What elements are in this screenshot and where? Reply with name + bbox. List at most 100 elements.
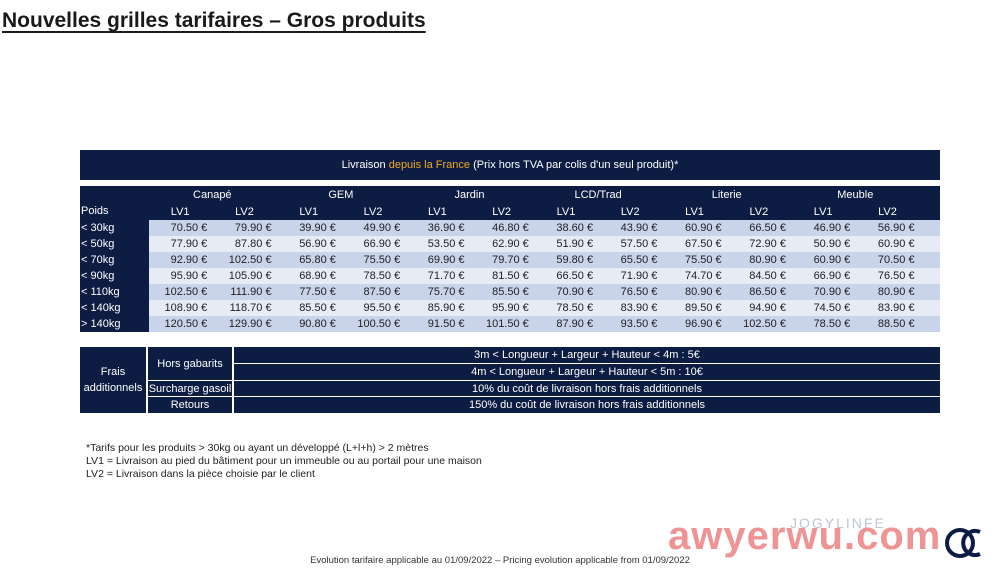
level-header: LV2 <box>363 206 383 218</box>
level-header: LV2 <box>878 206 897 218</box>
price-cell: 85.50 € <box>299 302 336 314</box>
price-cell: 77.90 € <box>170 238 208 250</box>
price-cell: 46.80 € <box>492 222 529 234</box>
price-table: < 30kg 70.50 € 79.90 € 39.90 € 49.90 € 36.90 … <box>80 220 940 332</box>
price-cell: 78.50 € <box>813 318 851 330</box>
price-cell: 74.50 € <box>813 302 851 314</box>
banner-highlight: depuis la France <box>388 159 471 171</box>
table-row: < 140kg 108.90 € 118.70 € 85.50 € 95.50 € 85.… <box>80 300 940 316</box>
price-cell: 66.50 € <box>749 222 786 234</box>
category-header: GEM <box>328 189 354 201</box>
poids-header: Poids <box>81 205 109 217</box>
surcharge-label: Surcharge gasoil <box>148 381 232 396</box>
price-cell: 38.60 € <box>556 222 594 234</box>
poids-cell: < 110kg <box>80 284 149 300</box>
price-cell: 76.50 € <box>877 270 915 282</box>
price-cell: 70.90 € <box>813 286 851 298</box>
price-cell: 65.50 € <box>620 254 658 266</box>
price-cell: 85.90 € <box>427 302 465 314</box>
frais-label-line1: Frais <box>100 366 126 378</box>
price-cell: 83.90 € <box>877 302 915 314</box>
frais-label: Frais additionnels <box>80 347 146 413</box>
category-header: Literie <box>711 189 742 201</box>
level-header: LV1 <box>170 206 190 218</box>
hors-gabarits-label: Hors gabarits <box>148 347 232 380</box>
banner-pre: Livraison <box>341 159 389 171</box>
category-header: Meuble <box>837 189 874 201</box>
poids-cell: < 90kg <box>80 268 149 284</box>
note-2: LV1 = Livraison au pied du bâtiment pour… <box>86 455 482 467</box>
level-header: LV1 <box>556 206 576 218</box>
price-cell: 105.90 € <box>228 270 272 282</box>
level-header: LV1 <box>813 206 833 218</box>
price-cell: 92.90 € <box>170 254 208 266</box>
price-cell: 36.90 € <box>427 222 465 234</box>
table-row: > 140kg 120.50 € 129.90 € 90.80 € 100.50 € 91… <box>80 316 940 332</box>
price-cell: 93.50 € <box>620 318 658 330</box>
brand-logo <box>940 528 994 558</box>
price-cell: 90.80 € <box>299 318 336 330</box>
poids-cell: < 70kg <box>80 252 149 268</box>
surcharge-desc: 10% du coût de livraison hors frais addi… <box>234 381 940 396</box>
price-cell: 86.50 € <box>749 286 786 298</box>
price-cell: 94.90 € <box>749 302 786 314</box>
price-cell: 68.90 € <box>299 270 336 282</box>
banner-post: (Prix hors TVA par colis d'un seul produ… <box>470 159 679 171</box>
price-cell: 59.80 € <box>556 254 594 266</box>
category-header: LCD/Trad <box>574 189 622 201</box>
price-cell: 80.90 € <box>684 286 722 298</box>
price-cell: 95.50 € <box>363 302 401 314</box>
price-cell: 51.90 € <box>556 238 594 250</box>
price-cell: 84.50 € <box>749 270 786 282</box>
price-cell: 43.90 € <box>620 222 658 234</box>
price-cell: 46.90 € <box>813 222 851 234</box>
price-cell: 87.90 € <box>556 318 594 330</box>
level-header: LV2 <box>492 206 512 218</box>
level-header: LV2 <box>749 206 769 218</box>
price-cell: 96.90 € <box>684 318 722 330</box>
table-row: < 30kg 70.50 € 79.90 € 39.90 € 49.90 € 36.90 … <box>80 220 940 236</box>
price-cell: 120.50 € <box>164 318 208 330</box>
price-cell: 79.90 € <box>234 222 272 234</box>
price-cell: 80.90 € <box>877 286 915 298</box>
price-cell: 102.50 € <box>164 286 208 298</box>
price-cell: 49.90 € <box>363 222 401 234</box>
price-cell: 67.50 € <box>684 238 722 250</box>
table-row: < 110kg 102.50 € 111.90 € 77.50 € 87.50 € 75.… <box>80 284 940 300</box>
price-cell: 129.90 € <box>228 318 272 330</box>
retours-label: Retours <box>148 397 232 413</box>
page-title: Nouvelles grilles tarifaires – Gros prod… <box>2 9 426 32</box>
price-cell: 57.50 € <box>620 238 658 250</box>
price-cell: 111.90 € <box>230 286 272 298</box>
price-cell: 66.50 € <box>556 270 594 282</box>
price-cell: 74.70 € <box>684 270 722 282</box>
price-cell: 118.70 € <box>229 302 272 314</box>
price-cell: 60.90 € <box>813 254 851 266</box>
table-row: < 70kg 92.90 € 102.50 € 65.80 € 75.50 € 69.90… <box>80 252 940 268</box>
price-cell: 101.50 € <box>485 318 529 330</box>
table-row: < 90kg 95.90 € 105.90 € 68.90 € 78.50 € 71.70… <box>80 268 940 284</box>
poids-cell: < 50kg <box>80 236 149 252</box>
price-cell: 100.50 € <box>357 318 401 330</box>
price-cell: 85.50 € <box>492 286 529 298</box>
footer: Evolution tarifaire applicable au 01/09/… <box>310 555 690 566</box>
price-cell: 62.90 € <box>492 238 529 250</box>
price-cell: 95.90 € <box>492 302 529 314</box>
table-row: < 50kg 77.90 € 87.80 € 56.90 € 66.90 € 53.50 … <box>80 236 940 252</box>
hors-gabarits-rule-2: 4m < Longueur + Largeur + Hauteur < 5m :… <box>234 364 940 380</box>
poids-cell: < 30kg <box>80 220 149 236</box>
price-cell: 79.70 € <box>492 254 529 266</box>
frais-label-line2: additionnels <box>83 382 143 394</box>
price-cell: 81.50 € <box>492 270 529 282</box>
price-cell: 72.90 € <box>749 238 786 250</box>
price-cell: 78.50 € <box>363 270 401 282</box>
price-cell: 66.90 € <box>813 270 851 282</box>
level-header: LV1 <box>685 206 704 218</box>
level-header: LV2 <box>620 206 640 218</box>
price-cell: 89.50 € <box>684 302 722 314</box>
table-banner: Livraison depuis la France (Prix hors TV… <box>80 150 940 180</box>
watermark-handle: JOGYLINFE <box>790 515 886 531</box>
price-cell: 53.50 € <box>427 238 465 250</box>
price-cell: 75.50 € <box>684 254 722 266</box>
price-cell: 75.50 € <box>363 254 401 266</box>
